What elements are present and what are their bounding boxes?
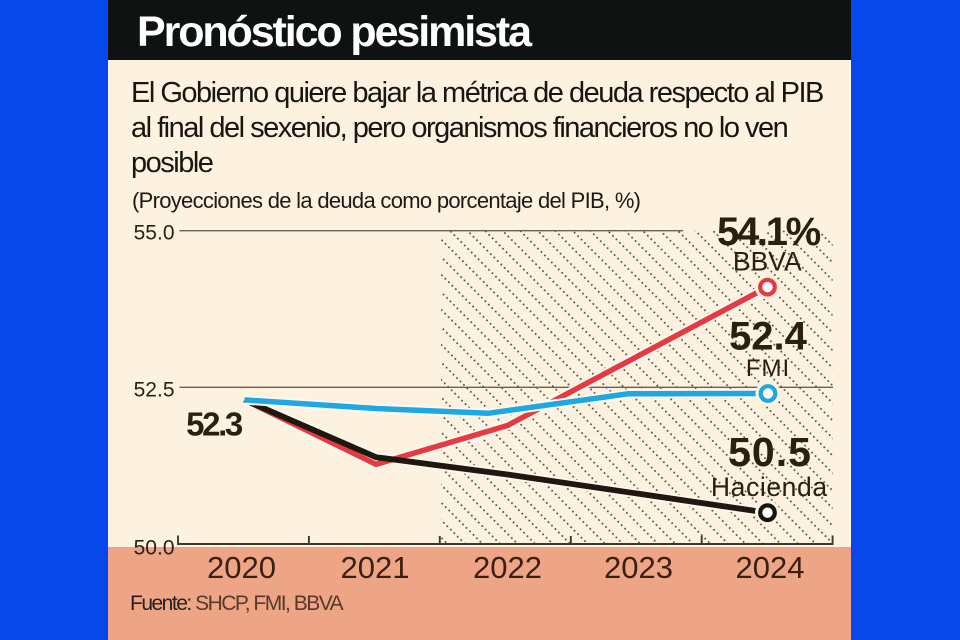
svg-text:2023: 2023 (604, 550, 673, 585)
svg-text:BBVA: BBVA (733, 247, 802, 277)
svg-text:50.5: 50.5 (728, 429, 812, 475)
svg-text:55.0: 55.0 (134, 222, 175, 245)
svg-text:52.3: 52.3 (186, 406, 243, 443)
svg-text:FMI: FMI (746, 355, 790, 382)
svg-text:Hacienda: Hacienda (711, 472, 828, 502)
svg-text:52.4: 52.4 (729, 315, 808, 359)
svg-text:2024: 2024 (736, 550, 805, 585)
svg-text:2022: 2022 (473, 550, 542, 585)
svg-text:2021: 2021 (341, 550, 410, 585)
svg-text:52.5: 52.5 (134, 379, 175, 402)
svg-text:54.1%: 54.1% (717, 210, 821, 254)
svg-text:50.0: 50.0 (134, 537, 175, 560)
svg-text:2020: 2020 (207, 550, 276, 585)
